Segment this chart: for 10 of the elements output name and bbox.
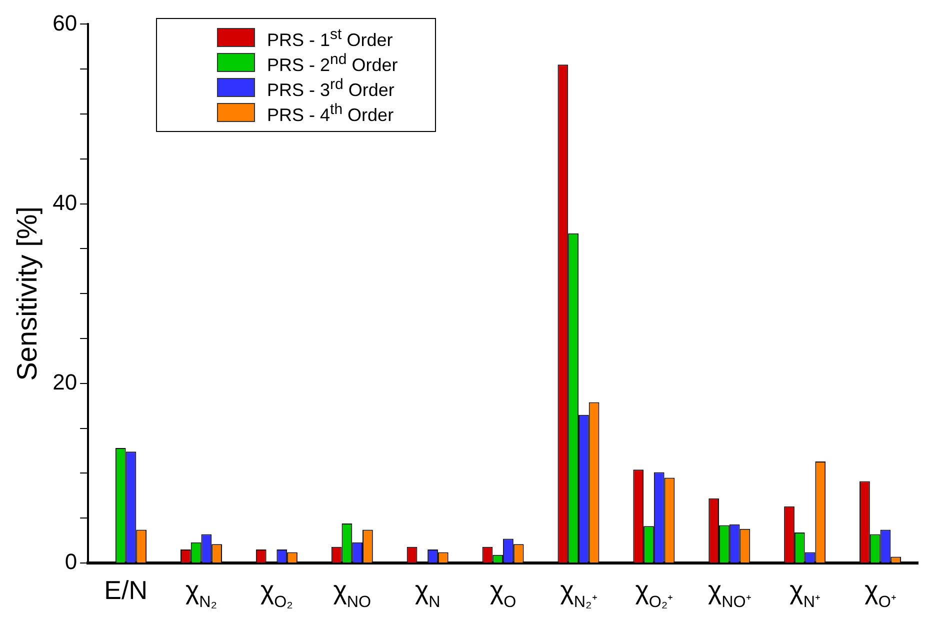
y-tick-label: 0 <box>64 549 78 574</box>
y-tick-label: 40 <box>52 190 78 215</box>
legend-label: PRS - 2$^{nd}$ Order <box>267 50 398 75</box>
legend-label: PRS - 3$^{rd}$ Order <box>267 75 394 100</box>
legend-label: PRS - 1$^{st}$ Order <box>267 25 393 50</box>
y-tick-label: 20 <box>52 369 78 394</box>
legend-label: PRS - 4$^{th}$ Order <box>267 100 394 125</box>
y-tick-label: 60 <box>52 10 78 36</box>
x-tick-label: E/N <box>104 575 148 605</box>
y-axis-title: Sensitivity [%] <box>12 206 43 381</box>
